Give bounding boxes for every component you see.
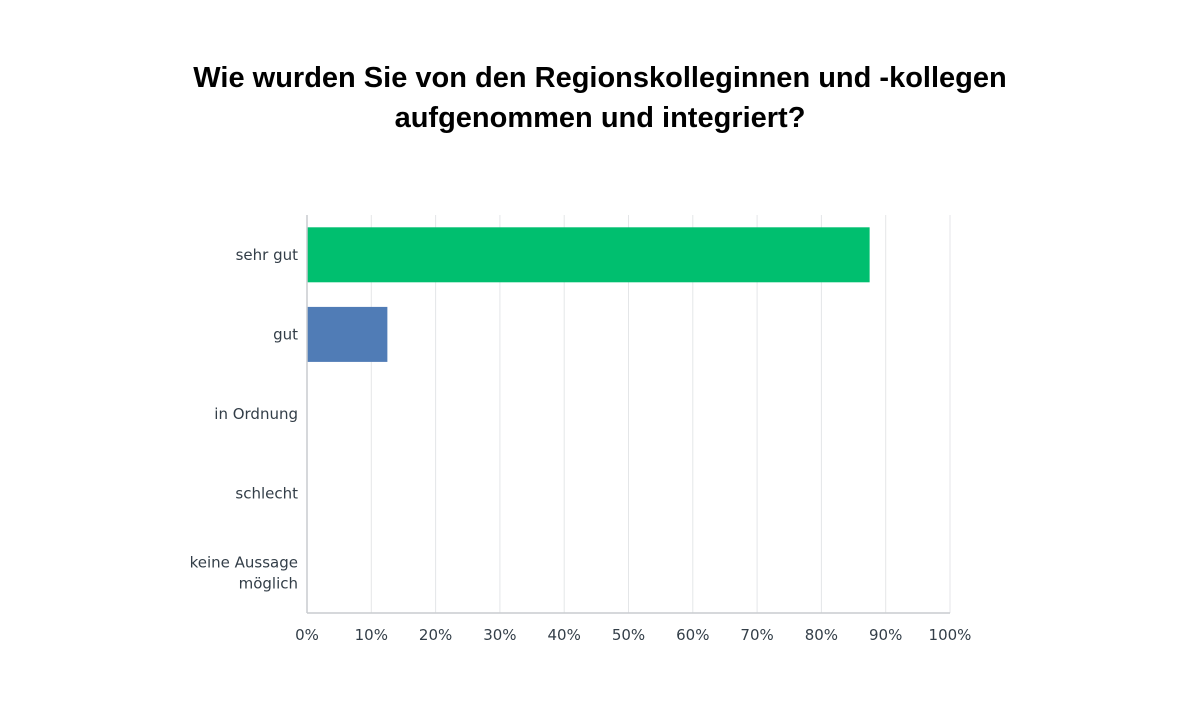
x-tick-label: 30% bbox=[483, 626, 516, 644]
x-tick-label: 60% bbox=[676, 626, 709, 644]
category-labels: sehr gut gut in Ordnung schlecht keine Aussa… bbox=[190, 246, 299, 593]
x-tick-label: 20% bbox=[419, 626, 452, 644]
category-label: keine Aussage möglich bbox=[190, 554, 298, 593]
category-label: gut bbox=[273, 325, 298, 343]
x-tick-label: 50% bbox=[612, 626, 645, 644]
category-label: schlecht bbox=[235, 485, 298, 503]
x-tick-label: 0% bbox=[295, 626, 319, 644]
x-tick-label: 100% bbox=[929, 626, 972, 644]
x-tick-label: 10% bbox=[355, 626, 388, 644]
category-label: in Ordnung bbox=[214, 405, 298, 423]
bars bbox=[307, 227, 870, 362]
bar-sehr-gut bbox=[307, 227, 870, 283]
axes bbox=[306, 215, 950, 614]
x-tick-labels: 0% 10% 20% 30% 40% 50% 60% 70% 80% 90% 100% bbox=[295, 626, 971, 644]
category-label: sehr gut bbox=[236, 246, 299, 264]
x-tick-label: 80% bbox=[805, 626, 838, 644]
chart-title: Wie wurden Sie von den Regionskolleginne… bbox=[193, 62, 1007, 134]
bar-gut bbox=[307, 306, 388, 362]
x-tick-label: 90% bbox=[869, 626, 902, 644]
x-tick-label: 40% bbox=[548, 626, 581, 644]
x-tick-label: 70% bbox=[740, 626, 773, 644]
